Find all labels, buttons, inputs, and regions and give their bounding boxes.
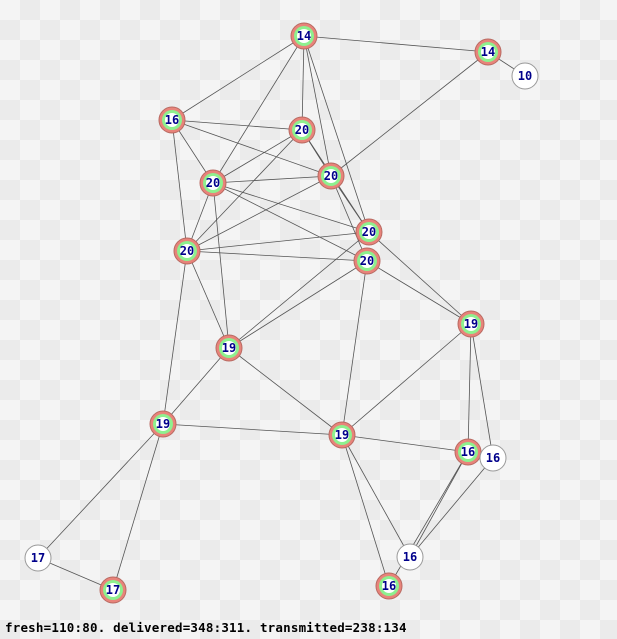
- graph-node[interactable]: 16: [396, 543, 424, 571]
- edge-H-L: [228, 231, 370, 349]
- node-label: 20: [360, 254, 374, 268]
- node-label: 20: [206, 176, 220, 190]
- edge-G-L: [212, 182, 230, 349]
- edge-L-M: [162, 347, 230, 425]
- edge-N-O: [341, 434, 469, 453]
- edge-F-I: [186, 175, 332, 252]
- edge-E-G: [212, 129, 303, 184]
- edge-O-R: [409, 451, 469, 558]
- graph-node[interactable]: 14: [474, 38, 502, 66]
- node-label: 20: [180, 244, 194, 258]
- graph-node[interactable]: 20: [173, 237, 201, 265]
- edge-K-O: [467, 323, 472, 453]
- edge-M-Q: [37, 423, 164, 559]
- edge-D-I: [171, 119, 188, 252]
- edge-J-N: [341, 260, 368, 436]
- edge-A-F: [303, 35, 332, 177]
- node-label: 17: [31, 551, 45, 565]
- graph-node[interactable]: 16: [454, 438, 482, 466]
- graph-node[interactable]: 19: [328, 421, 356, 449]
- graph-node[interactable]: 20: [353, 247, 381, 275]
- edge-I-L: [186, 250, 230, 349]
- edge-G-H: [212, 182, 370, 233]
- graph-node[interactable]: 16: [158, 106, 186, 134]
- node-label: 14: [481, 45, 495, 59]
- edge-E-I: [186, 129, 303, 252]
- edge-Q-S: [37, 557, 114, 591]
- graph-node[interactable]: 16: [375, 572, 403, 600]
- graph-node[interactable]: 17: [24, 544, 52, 572]
- graph-node[interactable]: 20: [355, 218, 383, 246]
- graph-node[interactable]: 14: [290, 22, 318, 50]
- edge-F-J: [330, 175, 368, 262]
- node-label: 14: [297, 29, 311, 43]
- edge-P-R: [409, 457, 494, 558]
- node-label: 16: [403, 550, 417, 564]
- edge-N-T: [341, 434, 390, 587]
- edge-I-J: [186, 250, 368, 262]
- edge-A-E: [301, 35, 305, 131]
- node-label: 16: [461, 445, 475, 459]
- edges: [37, 35, 526, 591]
- edge-D-E: [171, 119, 303, 131]
- graph-node[interactable]: 19: [149, 410, 177, 438]
- status-line: fresh=110:80. delivered=348:311. transmi…: [5, 620, 407, 635]
- node-label: 20: [324, 169, 338, 183]
- edge-L-N: [228, 347, 343, 436]
- node-label: 16: [165, 113, 179, 127]
- node-label: 20: [295, 123, 309, 137]
- node-label: 19: [156, 417, 170, 431]
- edge-B-F: [330, 51, 489, 177]
- node-label: 19: [222, 341, 236, 355]
- graph-node[interactable]: 20: [317, 162, 345, 190]
- edge-A-D: [171, 35, 305, 121]
- edge-K-N: [341, 323, 472, 436]
- node-label: 16: [382, 579, 396, 593]
- edge-N-R: [341, 434, 411, 558]
- graph-node[interactable]: 10: [511, 62, 539, 90]
- graph-node[interactable]: 16: [479, 444, 507, 472]
- node-label: 10: [518, 69, 532, 83]
- node-label: 19: [464, 317, 478, 331]
- edge-H-K: [368, 231, 472, 325]
- edge-M-N: [162, 423, 343, 436]
- graph-node[interactable]: 20: [199, 169, 227, 197]
- edge-K-P: [470, 323, 494, 459]
- edge-A-G: [212, 35, 305, 184]
- graph-node[interactable]: 19: [215, 334, 243, 362]
- edge-M-S: [112, 423, 164, 591]
- node-label: 19: [335, 428, 349, 442]
- edge-J-K: [366, 260, 472, 325]
- edge-I-M: [162, 250, 188, 425]
- graph-node[interactable]: 17: [99, 576, 127, 604]
- edge-A-H: [303, 35, 370, 233]
- edge-I-H: [186, 231, 370, 252]
- nodes: 14 14 10 16 20 20 20 20 20 20 19 19 19 19 16 16 17 16 17 16: [24, 22, 539, 604]
- node-label: 20: [362, 225, 376, 239]
- node-label: 16: [486, 451, 500, 465]
- edge-G-J: [212, 182, 368, 262]
- edge-F-G: [212, 175, 332, 184]
- edge-D-F: [171, 119, 332, 177]
- node-label: 17: [106, 583, 120, 597]
- edge-J-L: [228, 260, 368, 349]
- graph-node[interactable]: 20: [288, 116, 316, 144]
- graph-node[interactable]: 19: [457, 310, 485, 338]
- edge-A-B: [303, 35, 489, 53]
